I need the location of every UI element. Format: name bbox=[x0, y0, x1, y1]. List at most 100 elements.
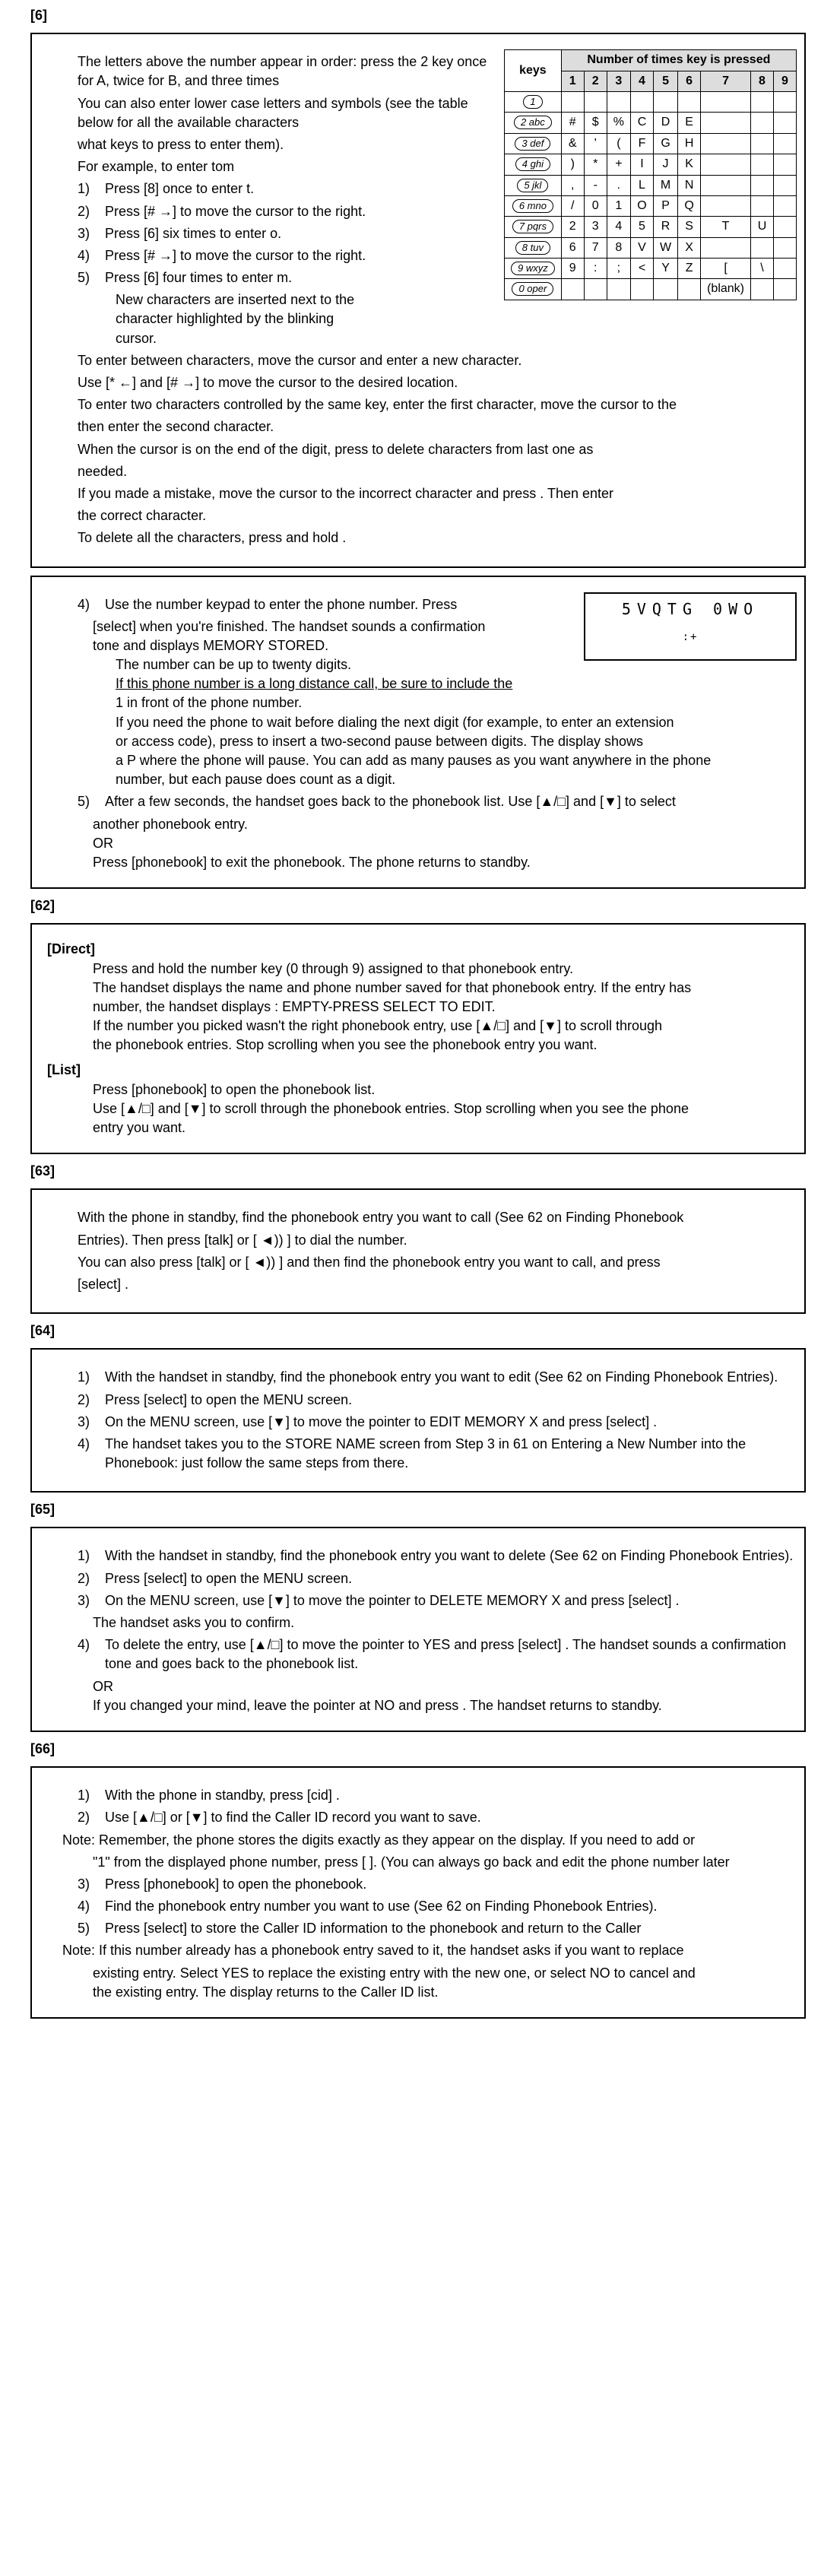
key-cell: 5 jkl bbox=[505, 175, 562, 195]
char-cell: I bbox=[630, 154, 653, 175]
x2n: 2) bbox=[78, 1569, 105, 1588]
char-cell bbox=[774, 175, 797, 195]
char-cell: $ bbox=[584, 113, 607, 133]
char-cell bbox=[751, 154, 774, 175]
char-cell bbox=[774, 259, 797, 279]
char-cell bbox=[653, 91, 677, 112]
char-cell: - bbox=[584, 175, 607, 195]
col-9: 9 bbox=[774, 71, 797, 91]
key-pill: 9 wxyz bbox=[511, 262, 555, 275]
char-cell: D bbox=[653, 113, 677, 133]
char-cell bbox=[678, 91, 701, 112]
box-3: [Direct] Press and hold the number key (… bbox=[30, 923, 806, 1154]
char-cell: X bbox=[678, 237, 701, 258]
r4: Find the phonebook entry number you want… bbox=[105, 1897, 797, 1916]
char-cell: 3 bbox=[584, 217, 607, 237]
char-cell: ; bbox=[607, 259, 630, 279]
key-cell: 6 mno bbox=[505, 195, 562, 216]
move-1: To enter between characters, move the cu… bbox=[78, 351, 797, 370]
char-cell bbox=[751, 133, 774, 154]
char-cell bbox=[607, 91, 630, 112]
e3: On the MENU screen, use [▼] to move the … bbox=[105, 1413, 797, 1432]
l3: entry you want. bbox=[93, 1118, 797, 1137]
e2: Press [select] to open the MENU screen. bbox=[105, 1391, 797, 1410]
table-row: 7 pqrs2345RSTU bbox=[505, 217, 797, 237]
char-cell bbox=[774, 91, 797, 112]
char-cell bbox=[701, 237, 751, 258]
char-cell: + bbox=[607, 154, 630, 175]
note2: Note: If this number already has a phone… bbox=[62, 1941, 797, 1960]
char-cell: G bbox=[653, 133, 677, 154]
step-2-txt: Press [# →] to move the cursor to the ri… bbox=[105, 202, 496, 221]
char-cell: Z bbox=[678, 259, 701, 279]
char-cell bbox=[701, 133, 751, 154]
e1: With the handset in standby, find the ph… bbox=[105, 1368, 797, 1387]
char-cell: 6 bbox=[561, 237, 584, 258]
char-cell: : bbox=[584, 259, 607, 279]
r1n: 1) bbox=[78, 1786, 105, 1805]
box-4: With the phone in standby, find the phon… bbox=[30, 1188, 806, 1314]
p4-f: 1 in front of the phone number. bbox=[116, 693, 797, 712]
p4-a: Use the number keypad to enter the phone… bbox=[105, 595, 576, 614]
char-cell bbox=[751, 195, 774, 216]
key-pill: 3 def bbox=[515, 137, 550, 151]
char-cell: R bbox=[653, 217, 677, 237]
box-2: 5VQTG 0WO :+ 4)Use the number keypad to … bbox=[30, 576, 806, 890]
p4-h: or access code), press to insert a two-s… bbox=[116, 732, 797, 751]
sub-direct: [Direct] bbox=[47, 940, 797, 959]
store-line1: 5VQTG 0WO bbox=[585, 598, 795, 620]
char-cell: Y bbox=[653, 259, 677, 279]
p4-i: a P where the phone will pause. You can … bbox=[116, 751, 797, 770]
key-pill: 4 ghi bbox=[515, 157, 550, 171]
char-cell bbox=[653, 279, 677, 300]
section-head-1: [6] bbox=[30, 6, 821, 25]
x1: With the handset in standby, find the ph… bbox=[105, 1547, 797, 1566]
key-pill: 1 bbox=[523, 95, 542, 109]
char-cell: ( bbox=[607, 133, 630, 154]
char-cell bbox=[701, 113, 751, 133]
char-cell: 7 bbox=[584, 237, 607, 258]
c1: With the phone in standby, find the phon… bbox=[78, 1208, 797, 1227]
char-cell bbox=[584, 91, 607, 112]
e3n: 3) bbox=[78, 1413, 105, 1432]
char-cell: ) bbox=[561, 154, 584, 175]
l1: Press [phonebook] to open the phonebook … bbox=[93, 1080, 797, 1099]
move-9: To delete all the characters, press and … bbox=[78, 528, 797, 547]
table-row: 3 def&'(FGH bbox=[505, 133, 797, 154]
step-4-num: 4) bbox=[78, 246, 105, 265]
char-cell bbox=[701, 175, 751, 195]
char-cell: [ bbox=[701, 259, 751, 279]
r2n: 2) bbox=[78, 1808, 105, 1827]
key-pill: 7 pqrs bbox=[512, 220, 553, 233]
box-6: 1)With the handset in standby, find the … bbox=[30, 1527, 806, 1732]
insert-2: character highlighted by the blinking bbox=[116, 309, 797, 328]
p5-c: OR bbox=[93, 834, 797, 853]
c3: You can also press [talk] or [ ◄)) ] and… bbox=[78, 1253, 797, 1272]
char-cell: ' bbox=[584, 133, 607, 154]
char-cell bbox=[630, 91, 653, 112]
char-cell bbox=[774, 237, 797, 258]
e4: The handset takes you to the STORE NAME … bbox=[105, 1435, 797, 1473]
c2: Entries). Then press [talk] or [ ◄)) ] t… bbox=[78, 1231, 797, 1250]
key-cell: 4 ghi bbox=[505, 154, 562, 175]
col-1: 1 bbox=[561, 71, 584, 91]
char-cell: % bbox=[607, 113, 630, 133]
key-pill: 8 tuv bbox=[515, 241, 550, 255]
key-pill: 6 mno bbox=[512, 199, 553, 213]
char-cell bbox=[561, 91, 584, 112]
insert-3: cursor. bbox=[116, 329, 797, 348]
char-cell: C bbox=[630, 113, 653, 133]
table-row: 1 bbox=[505, 91, 797, 112]
sub-list: [List] bbox=[47, 1061, 797, 1080]
x4c: If you changed your mind, leave the poin… bbox=[93, 1696, 797, 1715]
e4n: 4) bbox=[78, 1435, 105, 1473]
d2: The handset displays the name and phone … bbox=[93, 979, 797, 998]
key-pill: 2 abc bbox=[514, 116, 552, 129]
c4: [select] . bbox=[78, 1275, 797, 1294]
x4b: OR bbox=[93, 1677, 797, 1696]
char-cell bbox=[701, 91, 751, 112]
char-cell bbox=[774, 195, 797, 216]
note1: Note: Remember, the phone stores the dig… bbox=[62, 1831, 797, 1850]
x3: On the MENU screen, use [▼] to move the … bbox=[105, 1591, 797, 1610]
box-5: 1)With the handset in standby, find the … bbox=[30, 1348, 806, 1493]
